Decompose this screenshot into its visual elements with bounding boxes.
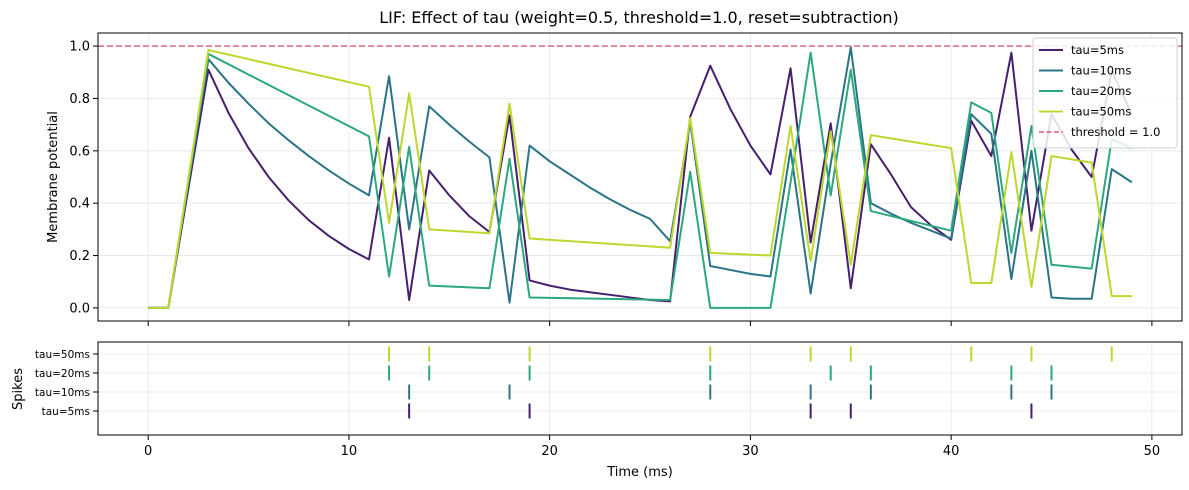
x-tick-label: 20 [541,444,558,459]
chart-title: LIF: Effect of tau (weight=0.5, threshol… [379,8,899,27]
legend-label: threshold = 1.0 [1071,125,1160,139]
series-line-tau-20ms [148,51,1133,309]
top-series-group [148,46,1133,309]
top-axis-ticks: 0.0 0.2 0.4 0.6 0.8 1.0 [69,40,1153,326]
x-tick-label: 50 [1144,444,1161,459]
legend-label: tau=50ms [1071,105,1131,119]
legend-label: tau=10ms [1071,64,1131,78]
bottom-axes-frame [97,341,1183,436]
y-tick-label: 0.4 [69,197,90,212]
series-line-tau-50ms [148,49,1132,309]
y-tick-label: 0.2 [69,249,90,264]
row-tick-label: tau=10ms [35,387,90,399]
row-tick-label: tau=20ms [35,368,90,380]
legend-label: tau=5ms [1071,43,1124,57]
row-tick-label: tau=5ms [42,406,90,418]
top-axes-frame [97,32,1183,322]
bottom-axis-ticks: 0 10 20 30 40 50 tau=5ms tau=10ms tau=20ms tau=50… [35,349,1160,459]
spike-raster-group [388,346,1113,419]
x-axis-label: Time (ms) [606,465,673,480]
x-tick-label: 30 [742,444,759,459]
x-tick-label: 40 [943,444,960,459]
legend-label: tau=20ms [1071,84,1131,98]
y-tick-label: 0.0 [69,301,90,316]
top-gridlines [98,33,1182,321]
legend-box [1032,37,1178,149]
y-tick-label: 0.6 [69,144,90,159]
bottom-gridlines [98,342,1182,435]
y-tick-label: 0.8 [69,92,90,107]
y-tick-label: 1.0 [69,40,90,55]
x-tick-label: 10 [341,444,358,459]
series-line-tau-10ms [148,46,1133,309]
row-tick-label: tau=50ms [35,349,90,361]
spikes-axis-label: Spikes [11,368,26,410]
x-tick-label: 0 [144,444,152,459]
y-axis-label: Membrane potential [46,111,61,243]
legend: tau=5ms tau=10ms tau=20ms tau=50ms threshold… [1032,37,1178,149]
